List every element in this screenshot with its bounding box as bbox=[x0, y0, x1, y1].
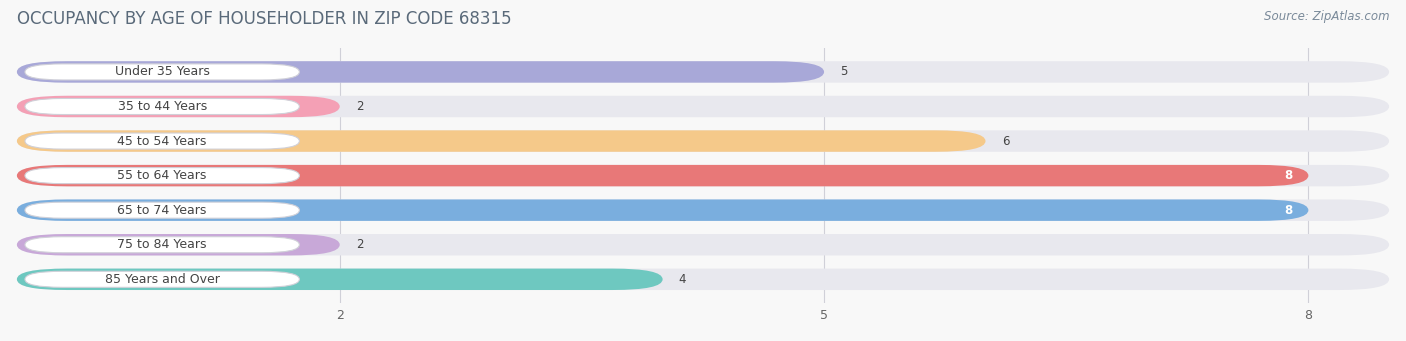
Text: 8: 8 bbox=[1284, 169, 1292, 182]
Text: 6: 6 bbox=[1001, 135, 1010, 148]
FancyBboxPatch shape bbox=[25, 64, 299, 80]
Text: 8: 8 bbox=[1284, 204, 1292, 217]
Text: 2: 2 bbox=[356, 100, 363, 113]
Text: 85 Years and Over: 85 Years and Over bbox=[104, 273, 219, 286]
FancyBboxPatch shape bbox=[17, 234, 340, 255]
Text: 45 to 54 Years: 45 to 54 Years bbox=[118, 135, 207, 148]
FancyBboxPatch shape bbox=[25, 202, 299, 218]
FancyBboxPatch shape bbox=[17, 130, 1389, 152]
Text: 35 to 44 Years: 35 to 44 Years bbox=[118, 100, 207, 113]
FancyBboxPatch shape bbox=[17, 96, 1389, 117]
FancyBboxPatch shape bbox=[17, 96, 340, 117]
FancyBboxPatch shape bbox=[17, 234, 1389, 255]
Text: 4: 4 bbox=[679, 273, 686, 286]
Text: Under 35 Years: Under 35 Years bbox=[115, 65, 209, 78]
FancyBboxPatch shape bbox=[17, 199, 1309, 221]
FancyBboxPatch shape bbox=[17, 199, 1389, 221]
Text: OCCUPANCY BY AGE OF HOUSEHOLDER IN ZIP CODE 68315: OCCUPANCY BY AGE OF HOUSEHOLDER IN ZIP C… bbox=[17, 10, 512, 28]
FancyBboxPatch shape bbox=[17, 269, 1389, 290]
FancyBboxPatch shape bbox=[25, 99, 299, 115]
Text: 55 to 64 Years: 55 to 64 Years bbox=[118, 169, 207, 182]
Text: 65 to 74 Years: 65 to 74 Years bbox=[118, 204, 207, 217]
FancyBboxPatch shape bbox=[17, 165, 1389, 186]
FancyBboxPatch shape bbox=[17, 61, 1389, 83]
Text: 5: 5 bbox=[841, 65, 848, 78]
FancyBboxPatch shape bbox=[17, 130, 986, 152]
Text: Source: ZipAtlas.com: Source: ZipAtlas.com bbox=[1264, 10, 1389, 23]
FancyBboxPatch shape bbox=[25, 271, 299, 287]
FancyBboxPatch shape bbox=[25, 237, 299, 253]
FancyBboxPatch shape bbox=[17, 61, 824, 83]
FancyBboxPatch shape bbox=[17, 269, 662, 290]
Text: 75 to 84 Years: 75 to 84 Years bbox=[118, 238, 207, 251]
Text: 2: 2 bbox=[356, 238, 363, 251]
FancyBboxPatch shape bbox=[17, 165, 1309, 186]
FancyBboxPatch shape bbox=[25, 133, 299, 149]
FancyBboxPatch shape bbox=[25, 167, 299, 184]
